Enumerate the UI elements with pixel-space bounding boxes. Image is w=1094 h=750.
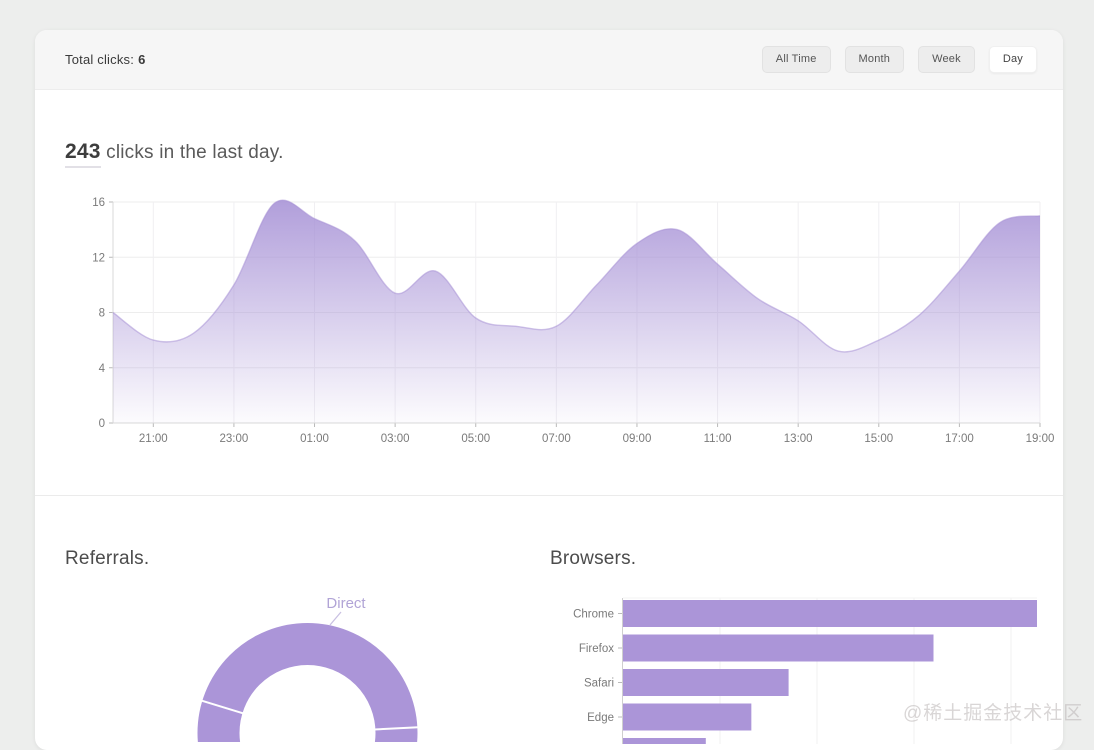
svg-text:Edge: Edge	[587, 712, 614, 724]
svg-text:19:00: 19:00	[1026, 433, 1055, 445]
svg-text:Safari: Safari	[584, 678, 614, 690]
section-divider	[35, 495, 1063, 496]
total-clicks-value: 6	[138, 52, 146, 67]
referrals-donut-chart: Direct	[197, 595, 419, 742]
svg-text:15:00: 15:00	[864, 433, 893, 445]
svg-text:07:00: 07:00	[542, 433, 571, 445]
svg-text:09:00: 09:00	[623, 433, 652, 445]
range-button-day[interactable]: Day	[988, 46, 1037, 73]
headline-text: clicks in the last day.	[100, 142, 284, 163]
svg-text:4: 4	[99, 363, 106, 375]
headline: 243 clicks in the last day.	[65, 140, 284, 168]
dashboard-card: Total clicks: 6 All Time Month Week Day 2…	[35, 30, 1063, 750]
headline-value: 243	[65, 140, 101, 168]
svg-text:11:00: 11:00	[704, 433, 732, 445]
svg-text:0: 0	[99, 418, 105, 430]
svg-text:23:00: 23:00	[220, 433, 249, 445]
svg-text:13:00: 13:00	[784, 433, 813, 445]
card-header: Total clicks: 6 All Time Month Week Day	[35, 30, 1063, 90]
svg-text:12: 12	[92, 252, 105, 264]
svg-text:21:00: 21:00	[139, 433, 168, 445]
referrals-title: Referrals.	[65, 548, 150, 569]
range-button-week[interactable]: Week	[918, 46, 975, 73]
total-clicks: Total clicks: 6	[65, 52, 146, 67]
svg-text:03:00: 03:00	[381, 433, 410, 445]
browsers-bar-chart: Chrome Firefox Safari Edge	[573, 597, 1037, 744]
svg-text:Firefox: Firefox	[579, 643, 614, 655]
svg-text:8: 8	[99, 308, 105, 320]
svg-text:Direct: Direct	[326, 595, 366, 612]
range-button-all-time[interactable]: All Time	[761, 46, 831, 73]
svg-text:05:00: 05:00	[461, 433, 490, 445]
browsers-title: Browsers.	[550, 548, 637, 569]
range-button-group: All Time Month Week Day	[761, 46, 1037, 73]
svg-text:01:00: 01:00	[300, 433, 329, 445]
total-clicks-label: Total clicks:	[65, 52, 135, 67]
svg-text:17:00: 17:00	[945, 433, 974, 445]
svg-text:Chrome: Chrome	[573, 609, 614, 621]
clicks-area-chart: 21:00 23:00 01:00 03:00 05:00 07:00 09:00 11:00…	[92, 197, 1055, 445]
range-button-month[interactable]: Month	[844, 46, 905, 73]
svg-text:16: 16	[92, 197, 105, 209]
